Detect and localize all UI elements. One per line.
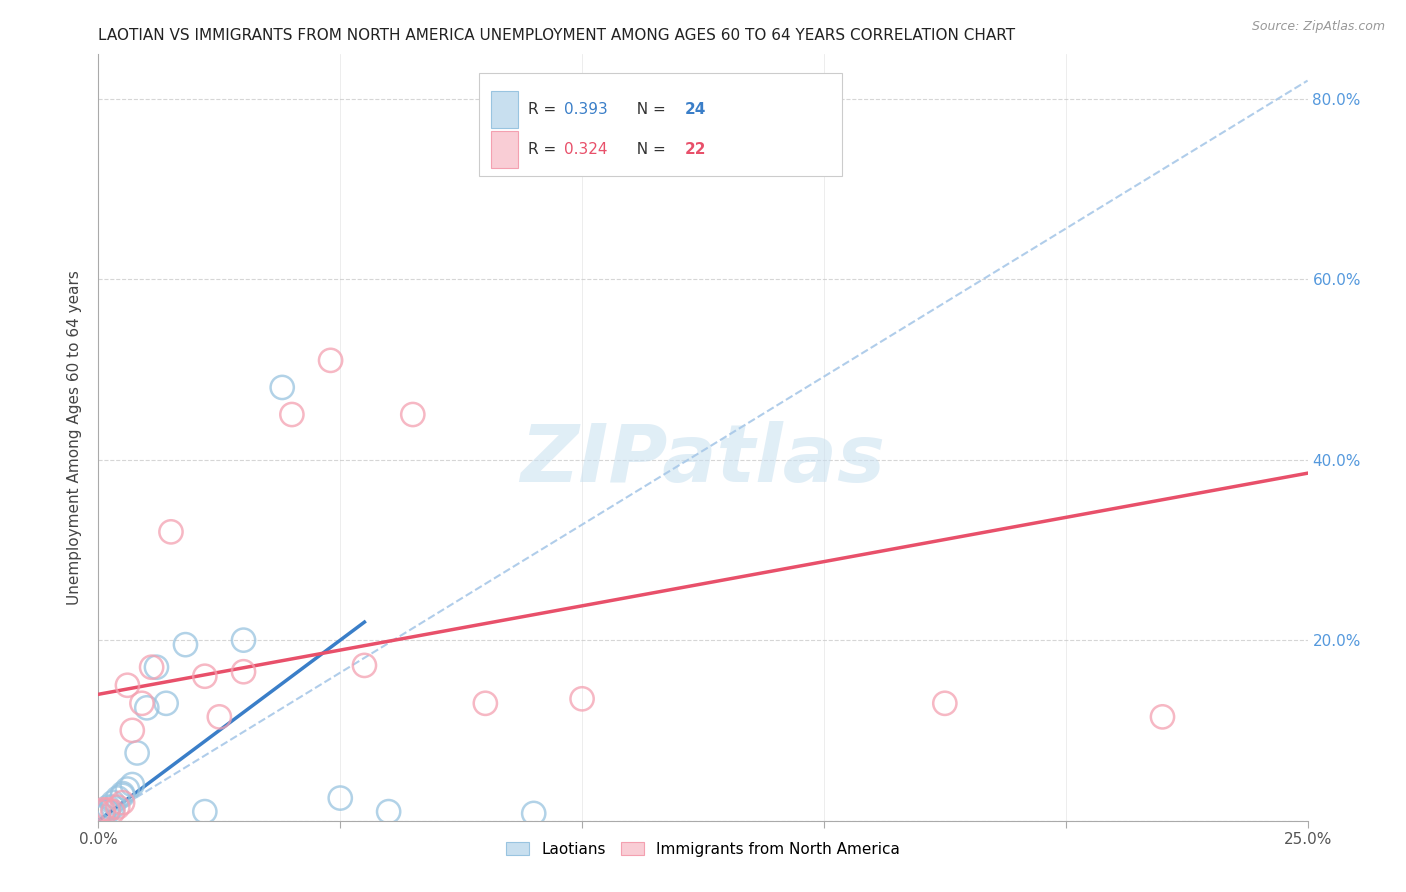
Text: Source: ZipAtlas.com: Source: ZipAtlas.com [1251, 20, 1385, 33]
Point [271, 380, 294, 394]
Point [101, 796, 124, 810]
Text: R =: R = [527, 102, 561, 117]
Text: LAOTIAN VS IMMIGRANTS FROM NORTH AMERICA UNEMPLOYMENT AMONG AGES 60 TO 64 YEARS : LAOTIAN VS IMMIGRANTS FROM NORTH AMERICA… [98, 28, 1015, 43]
Point [135, 701, 157, 715]
Point [232, 633, 254, 648]
Point [101, 800, 124, 814]
Point [141, 660, 163, 674]
FancyBboxPatch shape [492, 131, 517, 168]
FancyBboxPatch shape [479, 73, 842, 177]
Point [111, 787, 134, 801]
Point [194, 805, 217, 819]
Text: 0.393: 0.393 [564, 102, 607, 117]
FancyBboxPatch shape [492, 91, 517, 128]
Point [194, 669, 217, 683]
Text: 22: 22 [685, 142, 706, 157]
Point [232, 665, 254, 679]
Point [145, 660, 167, 674]
Point [107, 800, 129, 814]
Point [1152, 710, 1174, 724]
Y-axis label: Unemployment Among Ages 60 to 64 years: Unemployment Among Ages 60 to 64 years [67, 269, 83, 605]
Point [571, 691, 593, 706]
Point [377, 805, 399, 819]
Point [111, 789, 134, 803]
Point [208, 710, 231, 724]
Point [934, 696, 956, 710]
Point [121, 778, 143, 792]
Point [117, 678, 139, 692]
Point [160, 524, 183, 539]
Point [474, 696, 496, 710]
Text: ZIPatlas: ZIPatlas [520, 421, 886, 500]
Point [117, 782, 139, 797]
Point [402, 408, 425, 422]
Point [91, 805, 114, 819]
Point [329, 791, 352, 805]
Point [523, 806, 546, 821]
Point [87, 811, 110, 825]
Point [155, 696, 177, 710]
Text: 24: 24 [685, 102, 706, 117]
Point [353, 658, 375, 673]
Point [127, 746, 149, 760]
Point [319, 353, 342, 368]
Point [121, 723, 143, 738]
Point [101, 805, 124, 819]
Point [91, 809, 114, 823]
Point [107, 791, 129, 805]
Text: R =: R = [527, 142, 561, 157]
Point [87, 809, 110, 823]
Point [91, 803, 114, 817]
Point [97, 805, 120, 819]
Point [97, 800, 120, 814]
Legend: Laotians, Immigrants from North America: Laotians, Immigrants from North America [501, 836, 905, 863]
Point [131, 696, 153, 710]
Point [87, 805, 110, 819]
Point [97, 803, 120, 817]
Point [174, 638, 197, 652]
Text: N =: N = [627, 142, 671, 157]
Text: 0.324: 0.324 [564, 142, 607, 157]
Point [281, 408, 304, 422]
Point [111, 796, 134, 810]
Text: N =: N = [627, 102, 671, 117]
